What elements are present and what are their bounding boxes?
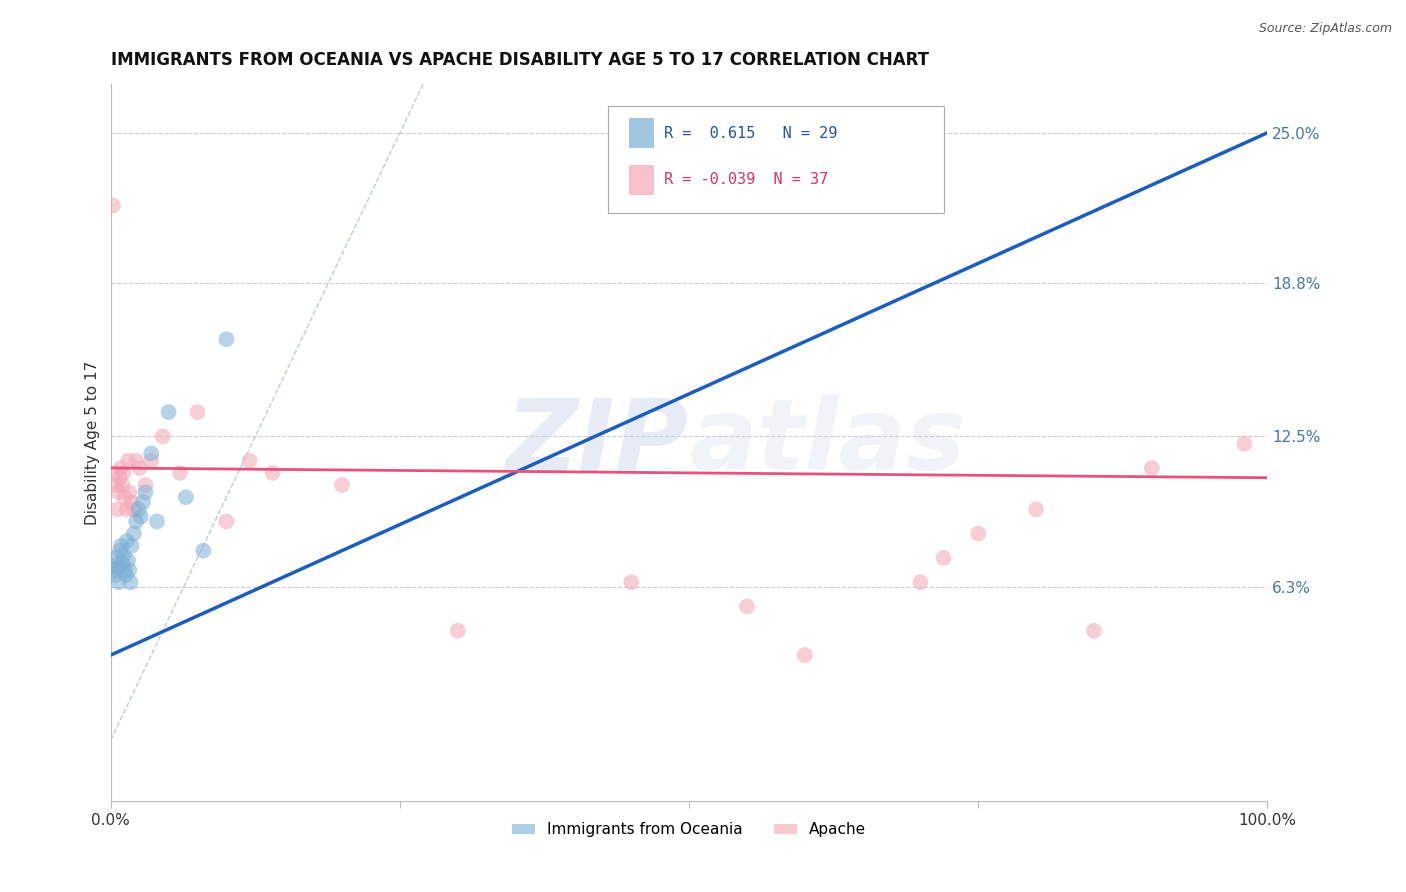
Point — [132, 495, 155, 509]
Point — [117, 454, 139, 468]
Point — [111, 556, 134, 570]
Point — [105, 478, 128, 492]
Point — [120, 575, 142, 590]
Point — [122, 502, 145, 516]
Point — [114, 490, 136, 504]
Point — [186, 405, 208, 419]
Point — [112, 466, 135, 480]
Point — [932, 550, 955, 565]
Bar — [628, 165, 654, 194]
Point — [118, 485, 141, 500]
Point — [108, 543, 131, 558]
Point — [115, 533, 138, 548]
Point — [108, 471, 131, 485]
Point — [1233, 436, 1256, 450]
Y-axis label: Disability Age 5 to 17: Disability Age 5 to 17 — [86, 360, 100, 524]
Point — [104, 466, 127, 480]
Point — [215, 515, 238, 529]
Text: IMMIGRANTS FROM OCEANIA VS APACHE DISABILITY AGE 5 TO 17 CORRELATION CHART: IMMIGRANTS FROM OCEANIA VS APACHE DISABI… — [111, 51, 929, 69]
Point — [262, 466, 284, 480]
Point — [152, 429, 174, 443]
Point — [118, 563, 141, 577]
Point — [141, 454, 163, 468]
Point — [122, 526, 145, 541]
Point — [910, 575, 932, 590]
Text: R = -0.039  N = 37: R = -0.039 N = 37 — [664, 172, 828, 187]
Point — [121, 495, 143, 509]
Point — [129, 509, 152, 524]
Legend: Immigrants from Oceania, Apache: Immigrants from Oceania, Apache — [506, 816, 872, 844]
Point — [174, 490, 197, 504]
Point — [793, 648, 815, 662]
Point — [112, 549, 135, 563]
FancyBboxPatch shape — [609, 105, 943, 213]
Point — [115, 502, 138, 516]
Point — [101, 199, 124, 213]
Point — [101, 558, 124, 573]
Text: atlas: atlas — [689, 394, 966, 491]
Text: R =  0.615   N = 29: R = 0.615 N = 29 — [664, 126, 837, 141]
Point — [141, 446, 163, 460]
Point — [1025, 502, 1047, 516]
Point — [114, 563, 136, 577]
Point — [146, 515, 169, 529]
Point — [107, 560, 129, 574]
Point — [157, 405, 180, 419]
Point — [127, 502, 149, 516]
Point — [134, 478, 156, 492]
Point — [330, 478, 353, 492]
Point — [1083, 624, 1105, 638]
Point — [967, 526, 990, 541]
Point — [447, 624, 470, 638]
Point — [1140, 461, 1163, 475]
Point — [620, 575, 643, 590]
Point — [193, 543, 215, 558]
Point — [169, 466, 191, 480]
Point — [111, 478, 134, 492]
Bar — [628, 118, 654, 148]
Text: ZIP: ZIP — [506, 394, 689, 491]
Point — [121, 539, 143, 553]
Point — [238, 454, 260, 468]
Text: Source: ZipAtlas.com: Source: ZipAtlas.com — [1258, 22, 1392, 36]
Point — [134, 485, 156, 500]
Point — [104, 568, 127, 582]
Point — [108, 575, 131, 590]
Point — [107, 502, 129, 516]
Point — [103, 563, 125, 577]
Point — [125, 515, 148, 529]
Point — [105, 550, 128, 565]
Point — [128, 461, 150, 475]
Point — [114, 568, 136, 582]
Point — [215, 332, 238, 346]
Point — [735, 599, 758, 614]
Point — [110, 539, 132, 553]
Point — [117, 553, 139, 567]
Point — [108, 485, 131, 500]
Point — [110, 461, 132, 475]
Point — [125, 454, 148, 468]
